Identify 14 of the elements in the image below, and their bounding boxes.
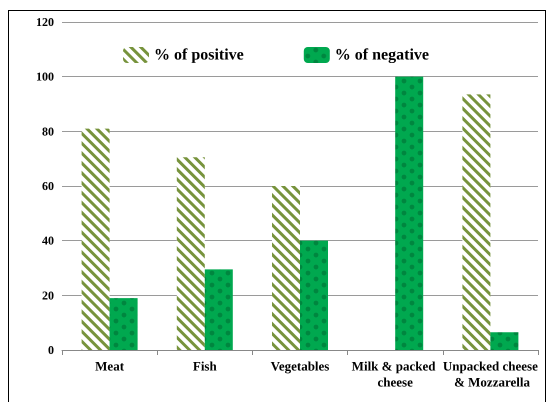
y-tick-label: 40 — [42, 234, 54, 248]
y-tick-label: 20 — [42, 288, 54, 302]
legend-label: % of negative — [334, 46, 429, 64]
y-tick-label: 120 — [36, 15, 54, 29]
y-tick-label: 100 — [36, 70, 54, 84]
y-tick-label: 80 — [42, 124, 54, 138]
x-tick-label: Unpacked cheese & Mozzarella — [442, 358, 538, 390]
x-tick-label: Milk & packed cheese — [352, 358, 439, 390]
y-tick-label: 0 — [48, 343, 54, 357]
x-tick-label: Vegetables — [270, 358, 330, 374]
x-tick-label: Fish — [192, 358, 218, 374]
x-tick-label: Meat — [95, 358, 125, 374]
legend-label: % of positive — [154, 46, 244, 64]
y-tick-label: 60 — [42, 179, 54, 193]
